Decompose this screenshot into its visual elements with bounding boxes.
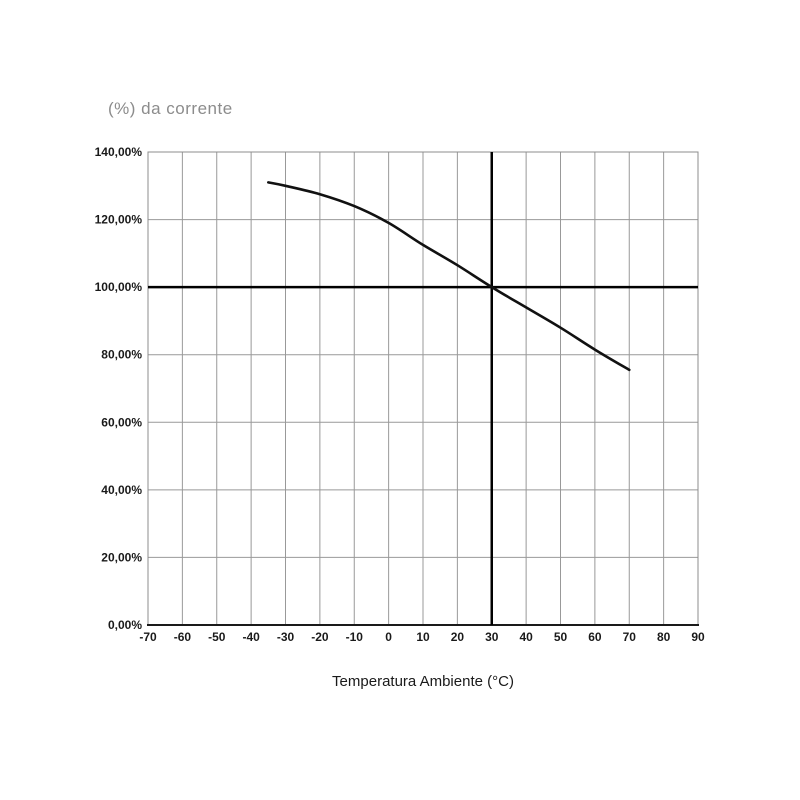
x-tick-label: 40 bbox=[519, 630, 533, 644]
y-tick-label: 140,00% bbox=[95, 145, 143, 159]
x-tick-label: 60 bbox=[588, 630, 602, 644]
x-tick-label: 20 bbox=[451, 630, 465, 644]
y-tick-label: 60,00% bbox=[101, 415, 142, 429]
x-tick-label: -60 bbox=[174, 630, 192, 644]
x-tick-label: 90 bbox=[691, 630, 705, 644]
x-tick-label: -30 bbox=[277, 630, 295, 644]
x-tick-label: 10 bbox=[416, 630, 430, 644]
y-tick-label: 0,00% bbox=[108, 618, 142, 632]
x-axis-title: Temperatura Ambiente (°C) bbox=[332, 673, 514, 690]
y-tick-label: 40,00% bbox=[101, 483, 142, 497]
y-tick-label: 100,00% bbox=[95, 280, 143, 294]
x-tick-label: 50 bbox=[554, 630, 568, 644]
x-tick-label: 70 bbox=[623, 630, 637, 644]
x-tick-label: -20 bbox=[311, 630, 329, 644]
y-tick-label: 120,00% bbox=[95, 213, 143, 227]
x-tick-label: -40 bbox=[242, 630, 260, 644]
y-tick-label: 80,00% bbox=[101, 348, 142, 362]
chart-title: (%) da corrente bbox=[108, 99, 233, 118]
y-tick-label: 20,00% bbox=[101, 550, 142, 564]
x-tick-label: -70 bbox=[139, 630, 157, 644]
x-tick-label: -10 bbox=[346, 630, 364, 644]
x-tick-label: 0 bbox=[385, 630, 392, 644]
x-tick-label: 80 bbox=[657, 630, 671, 644]
x-tick-label: -50 bbox=[208, 630, 226, 644]
x-tick-label: 30 bbox=[485, 630, 499, 644]
derating-curve bbox=[267, 181, 631, 372]
